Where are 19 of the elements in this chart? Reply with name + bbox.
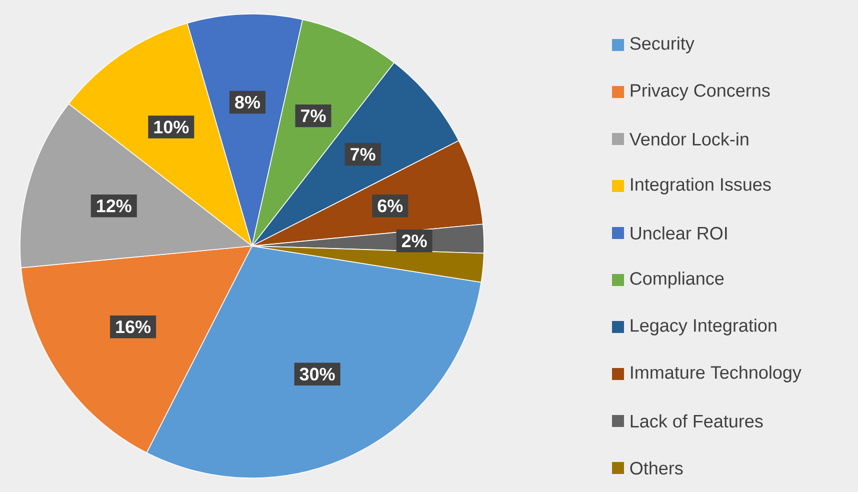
legend-label: Legacy Integration [630, 318, 776, 336]
legend-label: Privacy Concerns [630, 84, 770, 100]
data-label: 30% [300, 368, 335, 381]
legend-label: Lack of Features [630, 414, 763, 428]
legend-label: Immature Technology [631, 366, 802, 382]
data-label: 8% [235, 96, 260, 109]
legend-label: Integration Issues [631, 178, 771, 194]
legend-label: Unclear ROI [630, 226, 727, 240]
legend-label: Security [630, 36, 694, 54]
data-label: 7% [301, 110, 326, 122]
data-label: 7% [350, 148, 376, 161]
data-label: 10% [154, 120, 189, 134]
data-label: 12% [96, 199, 132, 212]
legend-label: Others [630, 461, 683, 475]
legend-label: Compliance [630, 272, 724, 288]
data-label: 2% [402, 234, 427, 248]
legend-label: Vendor Lock-in [629, 132, 748, 146]
data-label: 16% [116, 320, 151, 334]
data-label: 6% [378, 199, 403, 212]
